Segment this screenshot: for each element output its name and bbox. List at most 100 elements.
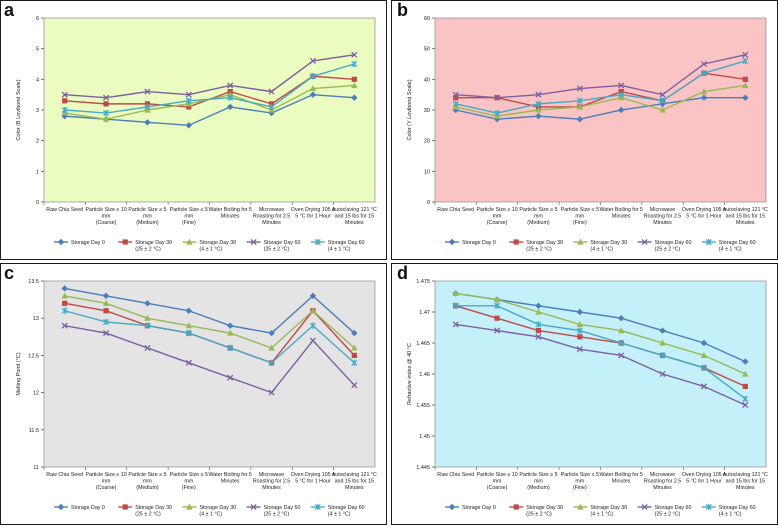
data-point-s1-p1 <box>103 101 109 107</box>
data-point-s2-p1 <box>102 299 110 306</box>
data-point-s0-p6 <box>700 94 708 101</box>
data-point-s4-p6 <box>309 73 316 80</box>
data-point-s1-p0 <box>453 95 459 101</box>
x-tick-label: Particle Size ≥ 5 <box>519 472 557 478</box>
x-tick-label: (Medium) <box>136 485 159 491</box>
legend-label: Storage Day 60 <box>264 240 301 246</box>
chart-panel-a: a 0 1 2 3 4 5 6 Color (B Lovibond Scale) Raw Chi… <box>0 0 387 260</box>
y-tick-label: 50 <box>424 47 430 53</box>
x-tick-label: 5 °C for 1 Hour <box>295 479 331 485</box>
x-tick-label: Raw Chia Seed <box>46 472 83 478</box>
y-tick-label: 13 <box>33 316 39 322</box>
data-point-s3-p7 <box>742 51 749 58</box>
x-tick-label: Particle Size ≥ 5 <box>128 472 166 478</box>
x-tick-label: Autoclaving 121 °C <box>723 207 768 213</box>
x-tick-label: and 15 lbs for 15 <box>726 214 766 220</box>
data-point-s0-p1 <box>102 292 110 300</box>
y-tick-label: 30 <box>424 108 430 114</box>
y-axis-label: Color (B Lovibond Scale) <box>16 79 22 140</box>
x-tick-label: (Fine) <box>573 485 587 491</box>
data-point-s3-p6 <box>309 57 316 64</box>
series-2 <box>61 292 358 351</box>
x-tick-label: Water Boiling for 5 <box>209 472 252 478</box>
series-line-0 <box>455 292 746 363</box>
legend-swatch-marker <box>641 238 648 246</box>
legend-label: (25 ± 2 °C) <box>526 512 552 518</box>
x-tick-label: Microwave <box>259 207 284 213</box>
legend-swatch-marker <box>314 503 321 511</box>
x-tick-label: 5 °C for 1 Hour <box>295 214 331 220</box>
series-line-2 <box>455 292 746 375</box>
x-tick-label: (Fine) <box>573 220 587 226</box>
legend-swatch-marker <box>448 503 456 511</box>
x-tick-label: Particle Size ≥ 5 <box>519 207 557 213</box>
legend-label: Storage Day 0 <box>462 240 496 246</box>
data-point-s0-p2 <box>144 119 151 126</box>
data-point-s3-p7 <box>742 401 749 409</box>
data-point-s0-p4 <box>617 315 625 322</box>
data-point-s3-p2 <box>144 344 151 352</box>
x-tick-label: Microwave <box>650 207 675 213</box>
x-tick-label: Particle Size ≤ 5 <box>561 472 599 478</box>
data-point-s4-p7 <box>742 57 749 65</box>
series-0 <box>61 91 358 129</box>
data-point-s4-p0 <box>61 307 68 314</box>
data-point-s3-p1 <box>494 94 501 101</box>
data-point-s3-p6 <box>309 337 316 344</box>
x-tick-label: mm <box>493 479 502 485</box>
data-point-s1-p7 <box>742 383 748 389</box>
data-point-s4-p6 <box>700 70 707 77</box>
legend-label: Storage Day 30 <box>199 240 236 246</box>
legend-swatch-marker <box>314 238 321 246</box>
legend-swatch-marker <box>122 239 128 245</box>
data-point-s1-p1 <box>494 315 500 321</box>
legend-label: (4 ± 1 °C) <box>590 247 613 253</box>
x-tick-label: and 15 lbs for 15 <box>335 479 375 485</box>
data-point-s1-p7 <box>351 352 357 358</box>
y-tick-label: 1.465 <box>416 341 430 347</box>
plot-area <box>434 280 767 468</box>
data-point-s0-p3 <box>576 308 584 316</box>
legend-label: Storage Day 30 <box>135 240 172 246</box>
chart-panel-b: b 0 10 20 30 40 50 60 Color (Y Lovibond Scale) R… <box>391 0 778 260</box>
series-3 <box>452 51 749 101</box>
legend-label: Storage Day 30 <box>199 505 236 511</box>
x-tick-label: Particle Size ≤ 5 <box>561 207 599 213</box>
chart-panel-c: c 11 11.5 12 12.5 13 13.5 Melting Point (°C) Ra… <box>0 263 387 525</box>
legend-label: Storage Day 60 <box>655 240 692 246</box>
series-4 <box>61 60 358 117</box>
legend-label: (25 ± 2 °C) <box>655 512 681 518</box>
series-line-2 <box>64 295 355 349</box>
series-4 <box>61 307 358 366</box>
series-0 <box>61 285 358 337</box>
legend-label: Storage Day 60 <box>719 240 756 246</box>
series-4 <box>452 57 749 117</box>
panel-letter-d: d <box>397 263 408 283</box>
data-point-s2-p7 <box>742 82 749 89</box>
y-tick-label: 11.5 <box>29 428 39 434</box>
series-line-4 <box>64 310 355 364</box>
x-tick-label: mm <box>184 479 193 485</box>
data-point-s4-p0 <box>452 100 459 107</box>
x-tick-label: (Coarse) <box>96 220 117 226</box>
x-tick-label: Microwave <box>259 472 284 478</box>
y-tick-label: 4 <box>36 77 39 83</box>
series-2 <box>452 290 749 377</box>
data-point-s1-p2 <box>535 328 542 334</box>
data-point-s0-p4 <box>617 106 625 114</box>
legend-label: Storage Day 60 <box>719 505 756 511</box>
y-tick-label: 20 <box>424 139 430 145</box>
data-point-s0-p0 <box>452 106 459 114</box>
data-point-s1-p3 <box>577 334 583 340</box>
x-tick-label: Minutes <box>612 479 631 485</box>
legend-swatch-marker <box>705 238 712 246</box>
x-tick-label: Water Boiling for 5 <box>209 207 252 213</box>
data-point-s0-p4 <box>226 103 234 111</box>
data-point-s4-p0 <box>452 302 459 309</box>
legend-label: (4 ± 1 °C) <box>328 512 351 518</box>
data-point-s3-p4 <box>227 82 234 89</box>
data-point-s3-p0 <box>452 321 459 328</box>
x-tick-label: Particle Size ≤ 5 <box>170 207 208 213</box>
data-point-s3-p1 <box>103 330 110 337</box>
data-point-s0-p2 <box>144 300 151 307</box>
